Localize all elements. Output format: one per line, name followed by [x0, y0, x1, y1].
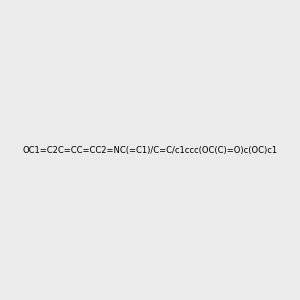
- Text: OC1=C2C=CC=CC2=NC(=C1)/C=C/c1ccc(OC(C)=O)c(OC)c1: OC1=C2C=CC=CC2=NC(=C1)/C=C/c1ccc(OC(C)=O…: [22, 146, 278, 154]
